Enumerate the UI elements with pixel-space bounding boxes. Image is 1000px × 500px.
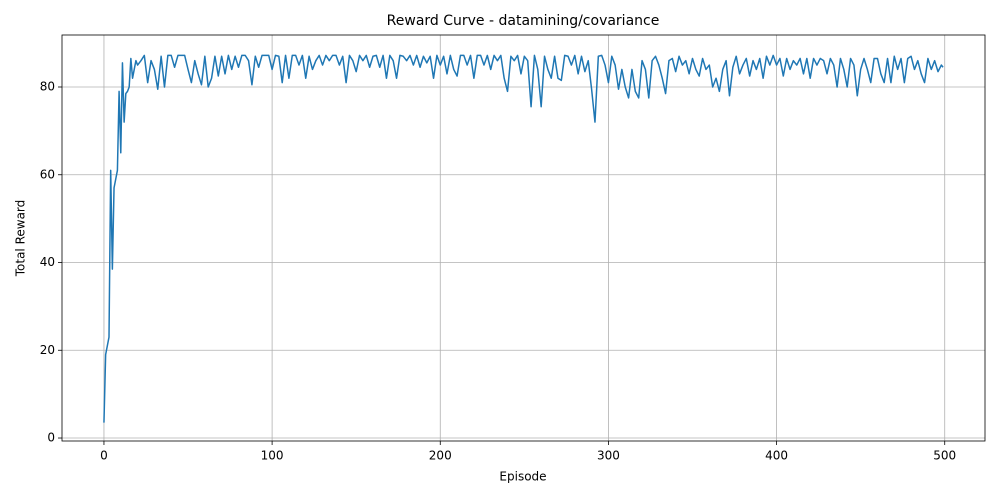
x-tick-label: 200 bbox=[429, 449, 452, 463]
y-tick-label: 60 bbox=[40, 167, 55, 181]
x-tick-label: 300 bbox=[597, 449, 620, 463]
y-tick-label: 20 bbox=[40, 343, 55, 357]
x-tick-label: 400 bbox=[765, 449, 788, 463]
y-axis-label: Total Reward bbox=[14, 200, 28, 278]
x-tick-label: 0 bbox=[100, 449, 108, 463]
line-series bbox=[103, 54, 944, 423]
x-tick-label: 100 bbox=[261, 449, 284, 463]
x-axis-label: Episode bbox=[499, 470, 546, 484]
x-tick-label: 500 bbox=[933, 449, 956, 463]
y-tick-label: 80 bbox=[40, 79, 55, 93]
y-tick-label: 0 bbox=[47, 431, 55, 445]
y-tick-label: 40 bbox=[40, 255, 55, 269]
chart-title: Reward Curve - datamining/covariance bbox=[387, 13, 660, 29]
plot-frame bbox=[61, 34, 986, 442]
